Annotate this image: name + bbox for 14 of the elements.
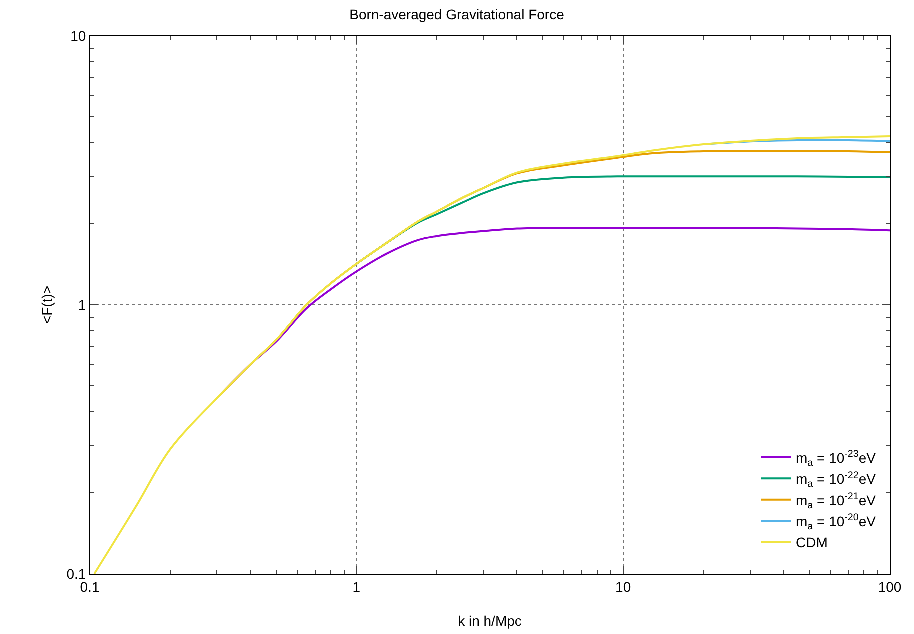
x-tick-label: 1 [352,578,361,595]
x-axis-title: k in h/Mpc [458,613,522,629]
y-tick-label: 10 [70,28,86,44]
legend-label: m$_{a}$ = 10$^{-22}$eV [796,470,877,490]
legend-label: m$_{a}$ = 10$^{-23}$eV [796,449,877,469]
legend-label: m$_{a}$ = 10$^{-20}$eV [796,512,877,532]
x-tick-label: 100 [878,578,902,595]
legend-label: CDM [796,534,828,551]
chart-title: Born-averaged Gravitational Force [350,6,565,22]
legend-label: m$_{a}$ = 10$^{-21}$eV [796,491,877,512]
x-tick-label: 10 [616,578,632,595]
y-tick-label: 0.1 [66,566,86,582]
y-tick-label: 1 [78,296,86,313]
y-axis-title: <F(t)> [39,286,55,324]
